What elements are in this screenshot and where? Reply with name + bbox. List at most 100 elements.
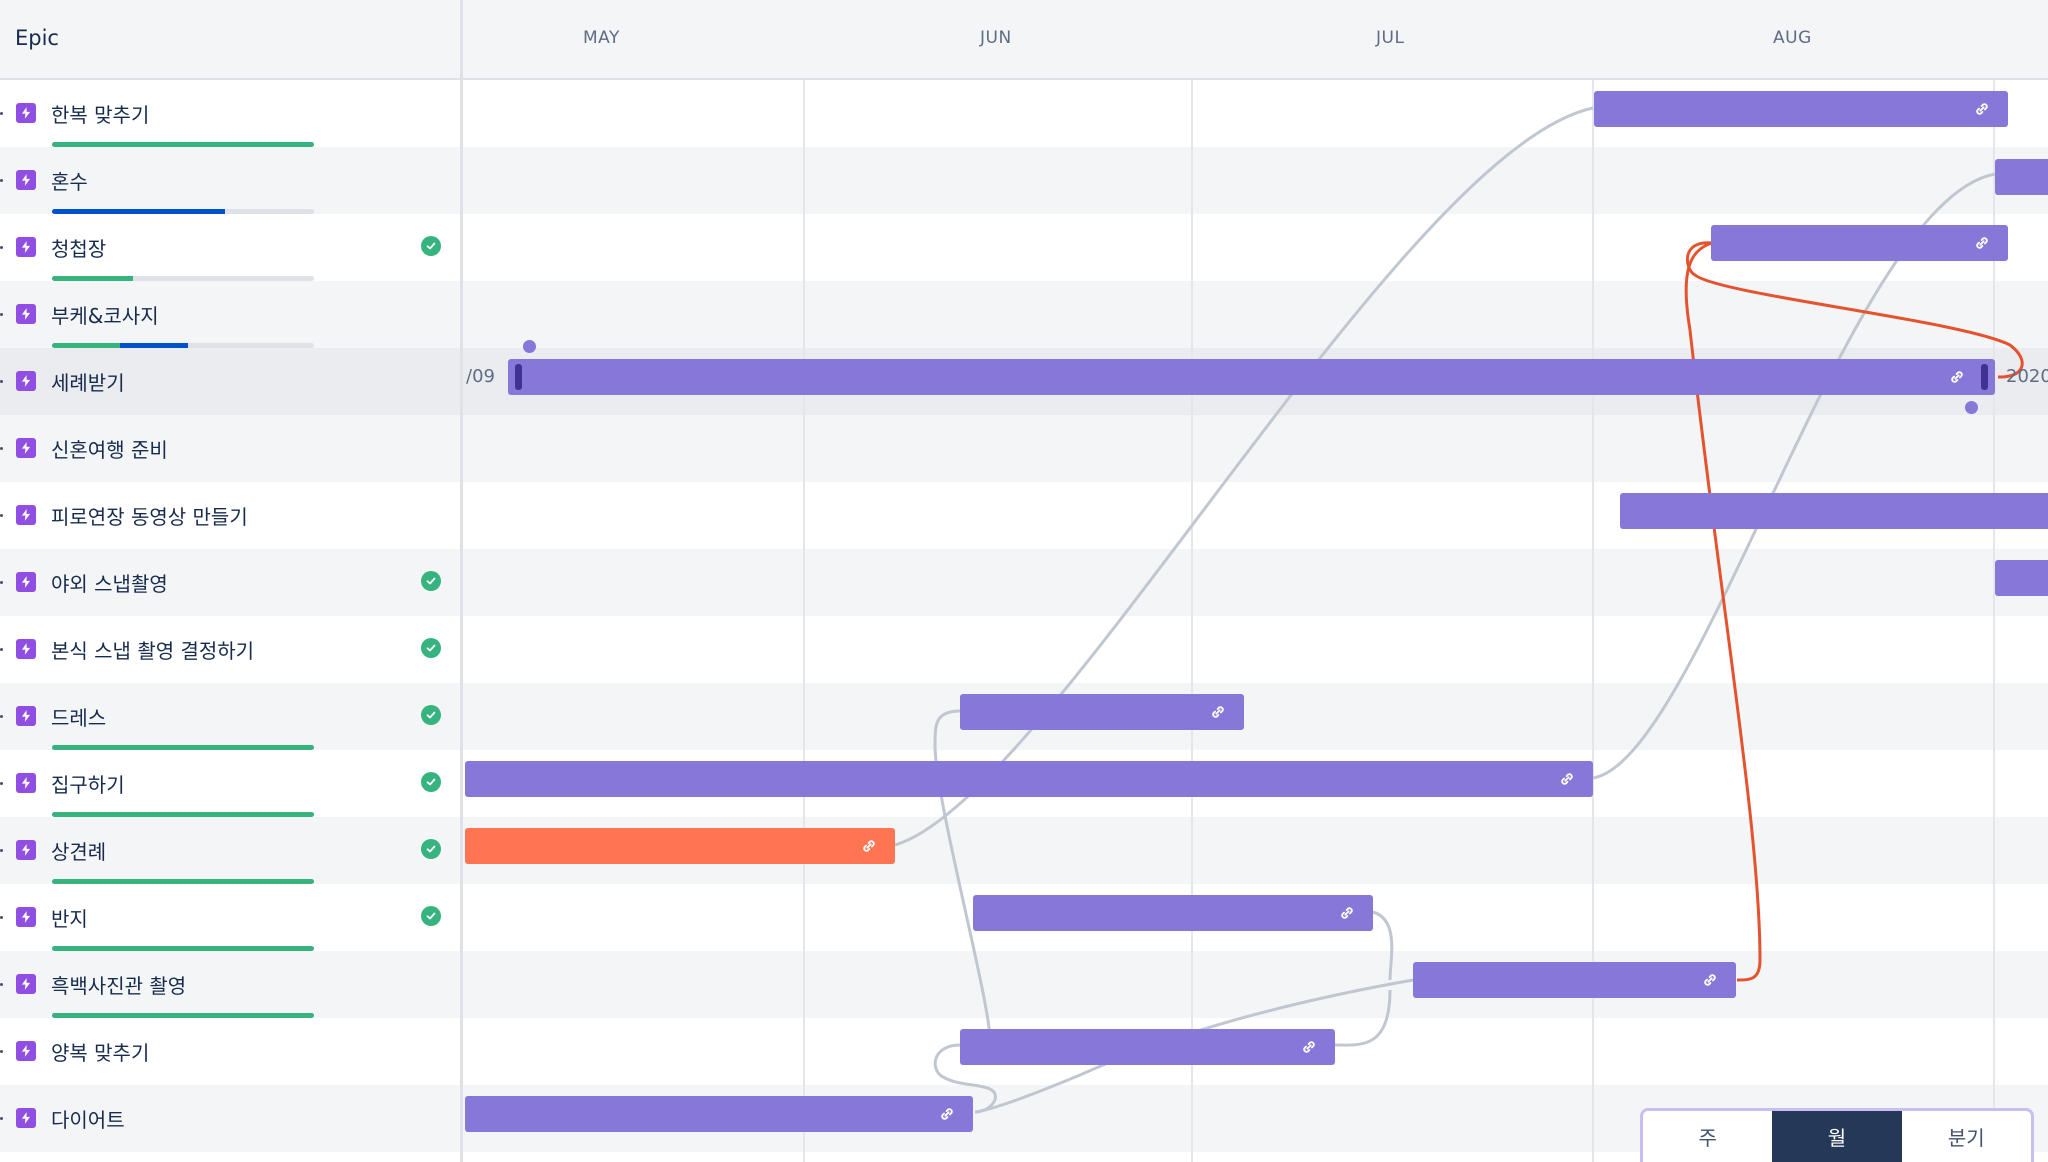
row-expand-dot[interactable] [0,447,3,450]
epic-row[interactable]: 반지 [0,884,460,951]
epic-bar-baptism[interactable] [508,359,1995,395]
link-icon[interactable] [1337,903,1357,923]
epic-name[interactable]: 상견례 [51,840,107,864]
epic-bar-dress[interactable] [960,694,1244,730]
epic-column-title: Epic [15,26,59,50]
row-expand-dot[interactable] [0,849,3,852]
timeline-row [463,549,2048,616]
epic-row[interactable]: 신혼여행 준비 [0,415,460,482]
done-check-icon [421,839,441,859]
epic-name[interactable]: 양복 맞추기 [51,1041,150,1065]
row-expand-dot[interactable] [0,648,3,651]
bar-start-drag-handle[interactable] [515,364,522,390]
epic-row[interactable]: 세례받기 [0,348,460,415]
epic-row[interactable]: 본식 스냅 촬영 결정하기 [0,616,460,683]
epic-name[interactable]: 본식 스냅 촬영 결정하기 [51,639,255,663]
epic-lightning-icon [16,773,36,793]
epic-name[interactable]: 흑백사진관 촬영 [51,974,187,998]
dependency-end-dot[interactable] [1965,401,1978,414]
epic-name[interactable]: 다이어트 [51,1108,125,1132]
progress-in-progress-segment [52,209,225,214]
link-icon[interactable] [1947,367,1967,387]
epic-name[interactable]: 부케&코사지 [51,304,159,328]
bar-end-drag-handle[interactable] [1981,364,1988,390]
epic-bar-house[interactable] [465,761,1593,797]
epic-name[interactable]: 청첩장 [51,237,107,261]
epic-row[interactable]: 양복 맞추기 [0,1018,460,1085]
epic-name[interactable]: 신혼여행 준비 [51,438,168,462]
epic-row[interactable]: 한복 맞추기 [0,80,460,147]
month-label-aug: AUG [1773,28,1812,48]
epic-row[interactable]: 청첩장 [0,214,460,281]
link-icon[interactable] [937,1104,957,1124]
epic-lightning-icon [16,639,36,659]
epic-bar-outdoor-snap[interactable] [1995,560,2048,596]
dependency-start-dot[interactable] [523,340,536,353]
progress-done-segment [52,812,314,817]
epic-name[interactable]: 드레스 [51,706,107,730]
link-icon[interactable] [1299,1037,1319,1057]
epic-bar-ring[interactable] [973,895,1373,931]
bar-start-date-label: /09 [466,366,495,387]
epic-bar-bw-photo[interactable] [1413,962,1736,998]
epic-row[interactable]: 집구하기 [0,750,460,817]
epic-bar-wedding-video[interactable] [1620,493,2048,529]
row-expand-dot[interactable] [0,782,3,785]
link-icon[interactable] [859,836,879,856]
epic-bar-honsu[interactable] [1995,159,2048,195]
row-expand-dot[interactable] [0,246,3,249]
row-expand-dot[interactable] [0,715,3,718]
epic-bar-diet[interactable] [465,1096,973,1132]
done-check-icon [421,571,441,591]
epic-progress-bar [52,343,314,348]
epic-row[interactable]: 다이어트 [0,1085,460,1152]
epic-row[interactable]: 야외 스냅촬영 [0,549,460,616]
row-expand-dot[interactable] [0,179,3,182]
progress-done-segment [52,142,314,147]
epic-name[interactable]: 야외 스냅촬영 [51,572,168,596]
link-icon[interactable] [1700,970,1720,990]
row-expand-dot[interactable] [0,1050,3,1053]
epic-lightning-icon [16,103,36,123]
link-icon[interactable] [1557,769,1577,789]
epic-progress-bar [52,209,314,214]
view-month-button[interactable]: 월 [1772,1111,1902,1162]
epic-name[interactable]: 반지 [51,907,88,931]
epic-row[interactable]: 부케&코사지 [0,281,460,348]
timeline-row [463,147,2048,214]
epic-bar-hanbok[interactable] [1594,91,2008,127]
epic-bar-suit[interactable] [960,1029,1335,1065]
row-expand-dot[interactable] [0,916,3,919]
epic-bar-family-meeting[interactable] [465,828,895,864]
link-icon[interactable] [1208,702,1228,722]
epic-row[interactable]: 상견례 [0,817,460,884]
epic-row[interactable]: 흑백사진관 촬영 [0,951,460,1018]
row-expand-dot[interactable] [0,983,3,986]
row-expand-dot[interactable] [0,514,3,517]
epic-row[interactable]: 혼수 [0,147,460,214]
epic-bar-cheongcheopjang[interactable] [1711,225,2008,261]
row-expand-dot[interactable] [0,313,3,316]
view-quarter-button[interactable]: 분기 [1947,1126,1985,1150]
month-gridline [1191,0,1193,1162]
epic-name[interactable]: 집구하기 [51,773,125,797]
row-expand-dot[interactable] [0,1117,3,1120]
epic-name[interactable]: 피로연장 동영상 만들기 [51,505,248,529]
epic-name[interactable]: 혼수 [51,170,88,194]
epic-row[interactable]: 드레스 [0,683,460,750]
row-expand-dot[interactable] [0,112,3,115]
epic-lightning-icon [16,907,36,927]
timeline-header: MAY JUN JUL AUG [463,0,2048,80]
link-icon[interactable] [1972,99,1992,119]
done-check-icon [421,638,441,658]
view-week-button[interactable]: 주 [1698,1126,1717,1150]
row-expand-dot[interactable] [0,380,3,383]
epic-name[interactable]: 세례받기 [51,371,125,395]
epic-progress-bar [52,276,314,281]
bar-end-date-label: 2020 [2006,366,2048,387]
epic-row[interactable]: 피로연장 동영상 만들기 [0,482,460,549]
link-icon[interactable] [1972,233,1992,253]
epic-name[interactable]: 한복 맞추기 [51,103,150,127]
row-expand-dot[interactable] [0,581,3,584]
